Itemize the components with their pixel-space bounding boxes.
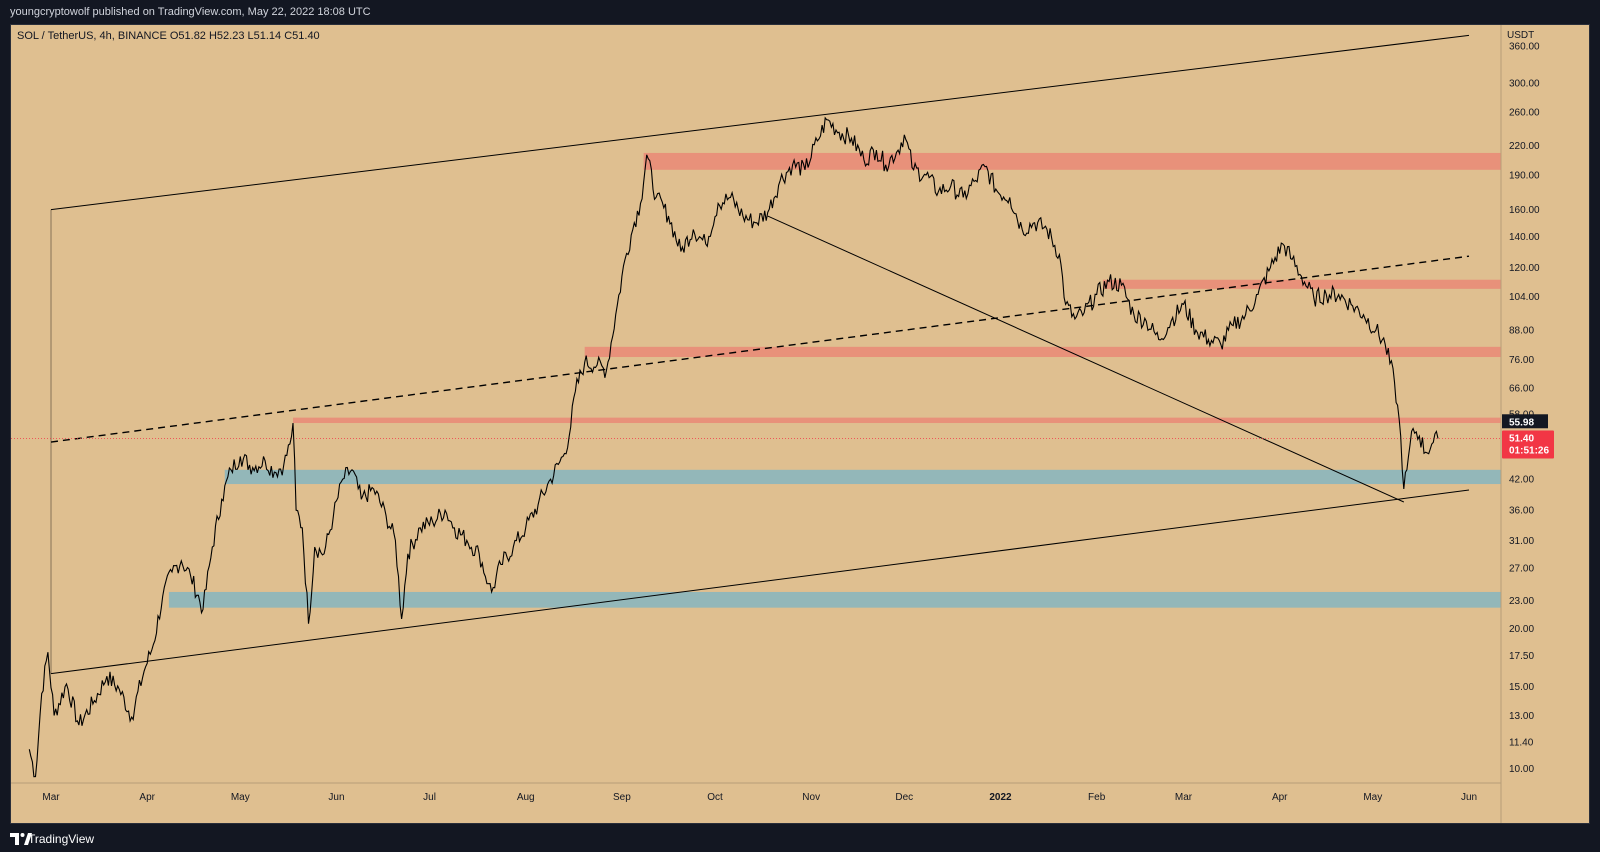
time-tick-label: Aug [517, 792, 535, 803]
price-tick-label: 27.00 [1509, 564, 1534, 575]
price-tick-label: 20.00 [1509, 624, 1534, 635]
resistance-zone-0 [643, 152, 1501, 170]
time-tick-label: Nov [802, 792, 820, 803]
time-tick-label: Oct [707, 792, 723, 803]
publisher-text: youngcryptowolf published on TradingView… [10, 6, 371, 18]
time-tick-label: Dec [895, 792, 913, 803]
chart-frame[interactable]: USDT 360.00 300.00 260.00 220.00 190.00 160.00… [10, 24, 1590, 824]
trendline-solid-1 [50, 489, 1470, 675]
price-tick-label: 220.00 [1509, 141, 1540, 152]
price-tick-label: 260.00 [1509, 107, 1540, 118]
resistance-zone-3 [293, 417, 1502, 424]
footer-bar: TradingView [0, 826, 1600, 852]
price-tick-label: 31.00 [1509, 536, 1534, 547]
time-tick-label: Jun [1461, 792, 1477, 803]
price-tick-label: 23.00 [1509, 596, 1534, 607]
price-tick-label: 104.00 [1509, 292, 1540, 303]
chart-background [11, 25, 1589, 823]
support-zone-5 [168, 591, 1502, 608]
symbol-info: SOL / TetherUS, 4h, BINANCE O51.82 H52.2… [17, 30, 320, 42]
price-tick-label: 11.40 [1509, 737, 1534, 748]
price-axis-unit: USDT [1507, 30, 1534, 41]
time-tick-label: Sep [613, 792, 631, 803]
price-tick-label: 140.00 [1509, 232, 1540, 243]
publisher-bar: youngcryptowolf published on TradingView… [0, 0, 1600, 24]
trendline-solid-3 [767, 215, 1405, 503]
price-tick-label: 300.00 [1509, 78, 1540, 89]
time-tick-label: May [231, 792, 250, 803]
time-tick-label: May [1363, 792, 1382, 803]
last-price-label: 51.40 [1509, 433, 1534, 444]
support-zone-4 [224, 469, 1502, 485]
price-tick-label: 120.00 [1509, 263, 1540, 274]
time-tick-label: Mar [1175, 792, 1193, 803]
price-tick-label: 190.00 [1509, 171, 1540, 182]
time-tick-label: Apr [1272, 792, 1288, 803]
marked-level-tag [1502, 414, 1548, 429]
price-tick-label: 76.00 [1509, 355, 1534, 366]
countdown-label: 01:51:26 [1509, 445, 1549, 456]
trendline-solid-0 [50, 34, 1470, 211]
time-tick-label: Jun [328, 792, 344, 803]
price-tick-label: 42.00 [1509, 475, 1534, 486]
trendline-dashed-2 [50, 255, 1470, 443]
price-tick-label: 10.00 [1509, 764, 1534, 775]
resistance-zone-1 [1102, 279, 1501, 289]
price-tick-label: 13.00 [1509, 711, 1534, 722]
tradingview-brand[interactable]: TradingView [28, 832, 95, 846]
price-tick-label: 36.00 [1509, 506, 1534, 517]
price-tick-label: 15.00 [1509, 682, 1534, 693]
price-series-line [28, 116, 1439, 778]
time-tick-label: 2022 [989, 792, 1012, 803]
tradingview-logo-icon[interactable] [10, 833, 32, 845]
time-tick-label: Jul [423, 792, 436, 803]
marked-level-label: 55.98 [1509, 417, 1534, 428]
resistance-zone-2 [584, 346, 1501, 358]
price-tick-label: 66.00 [1509, 384, 1534, 395]
time-tick-label: Feb [1088, 792, 1106, 803]
time-tick-label: Apr [139, 792, 155, 803]
price-tick-label: 88.00 [1509, 326, 1534, 337]
last-price-tag [1502, 430, 1554, 459]
price-tick-label: 360.00 [1509, 42, 1540, 53]
price-tick-label: 17.50 [1509, 651, 1534, 662]
time-tick-label: Mar [42, 792, 60, 803]
price-tick-label: 160.00 [1509, 205, 1540, 216]
